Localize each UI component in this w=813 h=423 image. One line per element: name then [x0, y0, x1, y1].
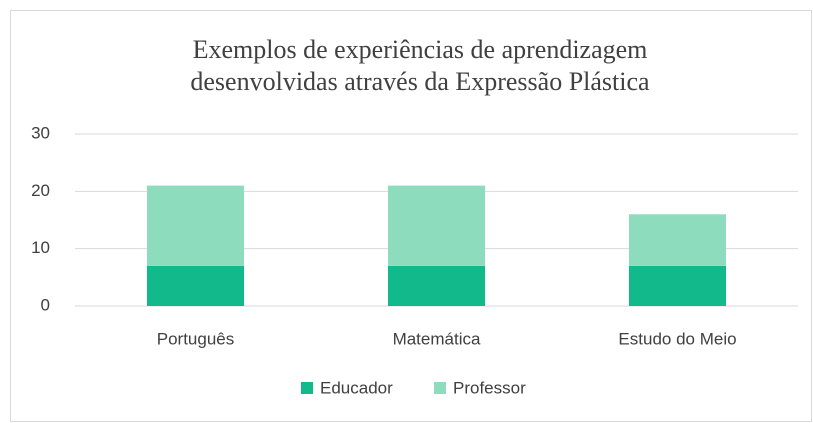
chart-title: Exemplos de experiências de aprendizagem…: [190, 35, 650, 96]
y-tick-label: 10: [31, 238, 50, 257]
y-tick-label: 20: [31, 181, 50, 200]
bar-segment: [147, 185, 244, 266]
x-tick-label: Matemática: [393, 329, 481, 348]
legend-swatch: [301, 382, 313, 394]
legend-label: Educador: [320, 378, 393, 397]
bar-segment: [388, 185, 485, 266]
bar-segment: [388, 265, 485, 306]
bar-segment: [629, 265, 726, 306]
legend-label: Professor: [453, 378, 526, 397]
x-tick-label: Português: [157, 329, 235, 348]
x-tick-label: Estudo do Meio: [618, 329, 736, 348]
bar-segment: [629, 214, 726, 266]
legend-swatch: [434, 382, 446, 394]
y-tick-label: 0: [41, 295, 50, 314]
y-tick-label: 30: [31, 123, 50, 142]
bar-segment: [147, 265, 244, 306]
